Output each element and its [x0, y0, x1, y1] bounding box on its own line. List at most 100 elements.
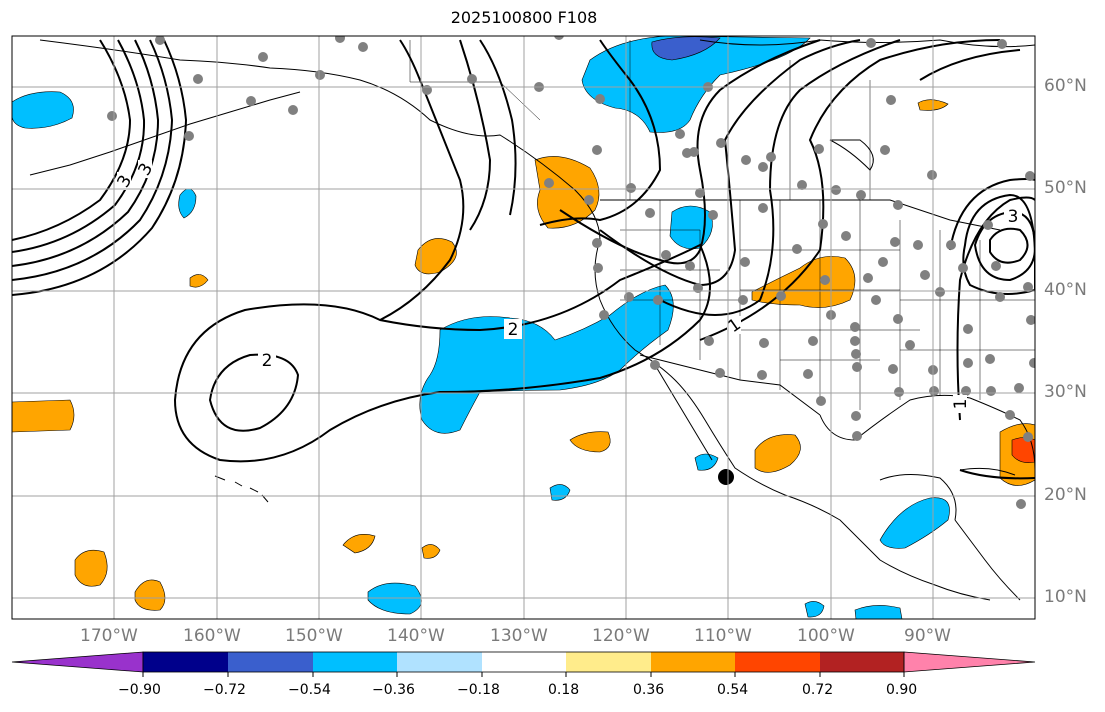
contour-ridge-1: [379, 39, 465, 321]
contour-west-2: [12, 39, 146, 253]
contour-ridge-3: [479, 39, 517, 216]
lon-label: 140°W: [387, 626, 445, 646]
colorbar-tick-label: 0.72: [802, 682, 834, 698]
blue-patch-small-3: [694, 453, 719, 471]
colorbar-swatch: [228, 652, 313, 672]
shaded-anomaly-field: [12, 36, 1035, 619]
colorbar-tick-label: 0.54: [717, 682, 749, 698]
us-mexico-border: [639, 354, 821, 416]
plot-frame: [11, 35, 1036, 620]
colorbar-swatch: [651, 652, 735, 672]
contour-label-group: 2 2 3 1 1 3 3: [113, 160, 1022, 413]
colorbar-tick-label: 0.90: [886, 682, 918, 698]
lon-label: 170°W: [80, 626, 138, 646]
orange-patch-nw-coast: [534, 156, 600, 229]
state-lines-east: [899, 220, 1035, 400]
cuba: [959, 467, 1016, 476]
blue-patch-small-2: [549, 484, 571, 501]
colorbar-tick-label: −0.18: [457, 682, 500, 698]
hudson-bay: [829, 139, 874, 171]
station-dots: [107, 36, 1035, 509]
colorbar: [11, 651, 1036, 677]
gulf-coast: [819, 394, 1035, 471]
orange-patch-south-1: [74, 549, 108, 587]
contour-trough-3: [659, 39, 901, 316]
lat-label: 50°N: [1044, 178, 1087, 198]
canada-us-border: [600, 199, 1001, 231]
hawaii: [214, 475, 269, 503]
contour-west-3: [12, 39, 160, 267]
contour-trough-1: [559, 39, 821, 265]
colorbar-swatch: [482, 652, 566, 672]
state-lines-west: [620, 200, 741, 380]
colorbar-tick-label: −0.90: [118, 682, 161, 698]
red-patch-florida: [1011, 437, 1035, 463]
contour-label: 1: [951, 399, 971, 410]
colorbar-swatch: [313, 652, 397, 672]
colorbar-tick-label: −0.54: [288, 682, 331, 698]
orange-patch-south-4: [421, 544, 441, 559]
blue-patch-subtropical: [419, 284, 674, 434]
coastlines: [29, 39, 1035, 601]
orange-patch-mexico: [754, 434, 801, 473]
colorbar-frame: [142, 651, 905, 673]
contour-label: 2: [262, 351, 273, 371]
contour-east-2: [959, 469, 1035, 480]
colorbar-max-arrow: [903, 651, 1036, 673]
contour-east-1: [956, 196, 1035, 421]
contour-ridge-4: [539, 39, 662, 226]
blue-patch-south-1: [367, 582, 422, 615]
colorbar-swatch: [820, 652, 904, 672]
colorbar-swatch: [735, 652, 820, 672]
blue-patch-nevada: [669, 205, 713, 250]
blue-patch-south-2: [804, 601, 825, 618]
contour-low-east-2: [973, 210, 1035, 282]
lat-label: 10°N: [1044, 587, 1087, 607]
orange-patch-pacific-3: [569, 431, 611, 453]
contour-west-4: [12, 39, 174, 281]
orange-patch-colorado: [751, 256, 856, 308]
colorbar-swatch: [143, 652, 228, 672]
colorbar-tick-label: −0.36: [372, 682, 415, 698]
yucatan: [879, 474, 957, 521]
blue-patch-small-1: [178, 188, 197, 219]
orange-patch-south-3: [342, 534, 376, 554]
lon-label: 130°W: [490, 626, 548, 646]
lon-label: 150°W: [285, 626, 343, 646]
orange-patch-south-2: [134, 579, 166, 611]
colorbar-tick-label: 0.36: [633, 682, 665, 698]
orange-patch-pacific-2: [189, 274, 209, 288]
lon-label: 120°W: [592, 626, 650, 646]
aleutian-chain: [29, 91, 301, 176]
gridlines: [12, 36, 1035, 619]
contour-low-inner: [208, 353, 300, 432]
contour-west-1: [12, 39, 132, 241]
lat-label: 40°N: [1044, 280, 1087, 300]
blue-patch-south-3: [854, 605, 903, 619]
contour-northeast: [919, 49, 1021, 81]
lon-label: 160°W: [183, 626, 241, 646]
map-title: 2025100800 F108: [450, 8, 598, 27]
bc-boundary: [409, 40, 541, 121]
contour-low-east-1: [989, 227, 1029, 264]
orange-patch-hawaii-w: [12, 399, 75, 433]
blue-patch-northpacific: [12, 91, 74, 129]
colorbar-tick-label: 0.18: [548, 682, 580, 698]
contour-label: 3: [1008, 207, 1019, 227]
dark-blue-core-bc: [651, 36, 721, 61]
colorbar-swatch: [566, 652, 651, 672]
contour-low-outer: [173, 243, 711, 463]
lat-label: 60°N: [1044, 76, 1087, 96]
contour-west-5: [12, 39, 188, 296]
lon-label: 90°W: [904, 626, 951, 646]
contour-trough-2: [599, 39, 861, 287]
contour-lines: [12, 39, 1035, 480]
colorbar-tick-label: −0.72: [203, 682, 246, 698]
baja-california: [654, 364, 713, 461]
blue-patch-gulf: [879, 497, 950, 549]
highlight-point: [718, 469, 734, 485]
us-west-coast: [594, 239, 991, 601]
contour-trough-4: [699, 39, 1001, 341]
colorbar-swatch: [397, 652, 482, 672]
